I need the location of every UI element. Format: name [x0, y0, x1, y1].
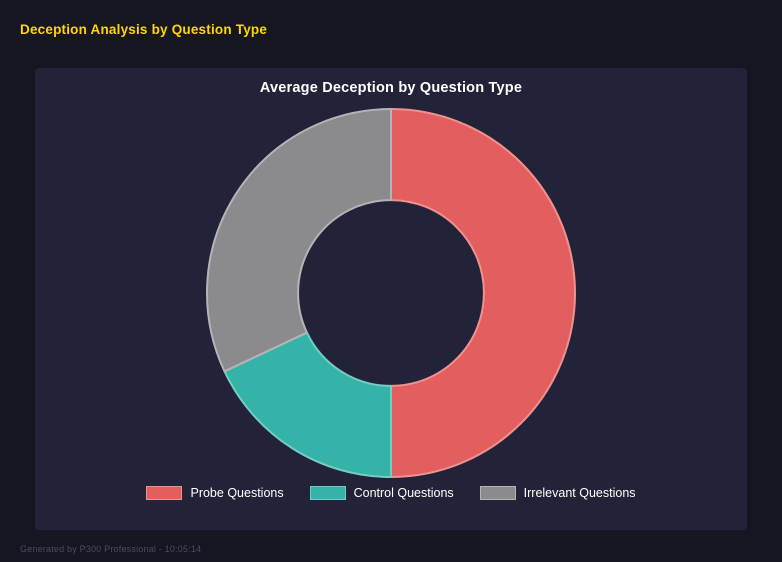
chart-legend: Probe Questions Control Questions Irrele… — [146, 486, 636, 500]
legend-label-control: Control Questions — [353, 486, 454, 500]
legend-swatch-irrelevant — [479, 486, 516, 500]
page-title: Deception Analysis by Question Type — [20, 22, 268, 37]
donut-segment-1[interactable] — [223, 331, 392, 478]
legend-item-control[interactable]: Control Questions — [309, 486, 454, 500]
donut-segment-0[interactable] — [390, 108, 577, 478]
legend-swatch-control — [309, 486, 346, 500]
legend-swatch-probe — [146, 486, 183, 500]
donut-segment-2[interactable] — [206, 108, 392, 373]
legend-item-irrelevant[interactable]: Irrelevant Questions — [479, 486, 636, 500]
chart-panel: Average Deception by Question Type Probe… — [35, 68, 747, 530]
chart-title: Average Deception by Question Type — [259, 80, 523, 96]
legend-label-irrelevant: Irrelevant Questions — [523, 486, 636, 500]
donut-chart-svg — [206, 108, 577, 478]
footer-note: Generated by P300 Professional - 10:05:1… — [20, 544, 202, 554]
legend-item-probe[interactable]: Probe Questions — [146, 486, 284, 500]
donut-chart — [202, 104, 580, 482]
legend-label-probe: Probe Questions — [190, 486, 284, 500]
